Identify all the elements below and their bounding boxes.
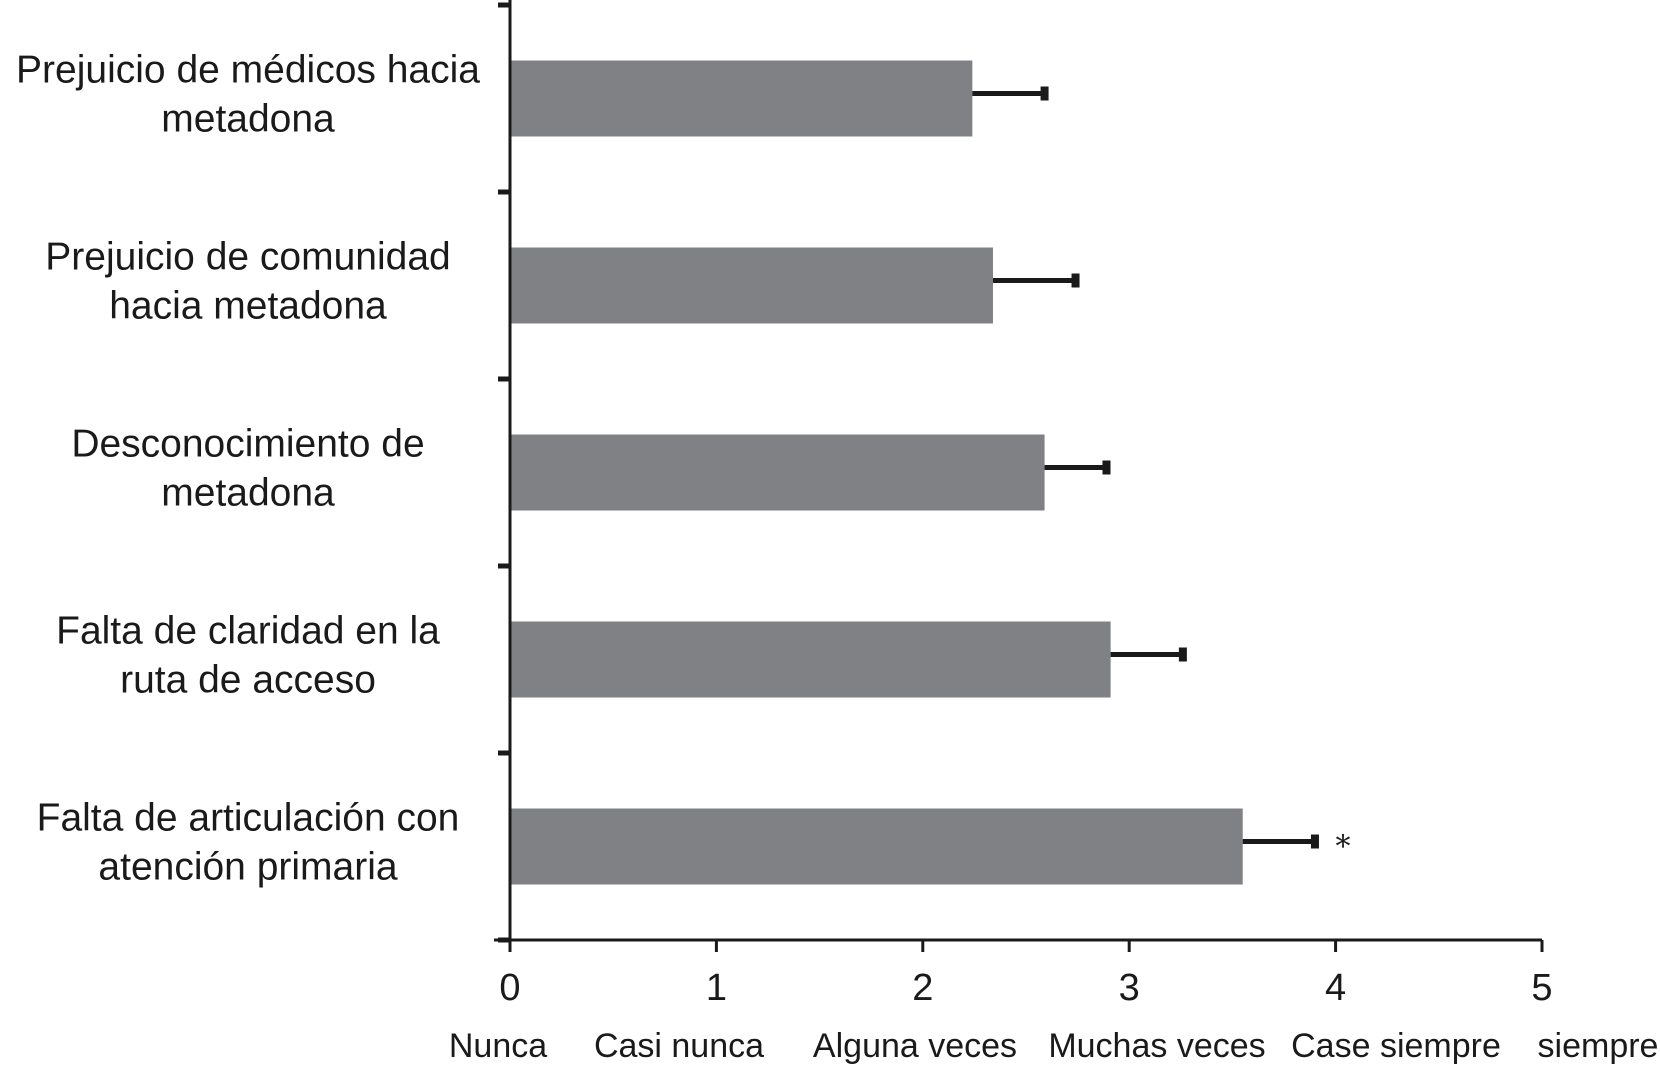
bar <box>510 247 993 324</box>
category-label: Desconocimiento de metadona <box>71 423 424 515</box>
category-label-line: Prejuicio de médicos hacia <box>16 49 480 92</box>
category-label: Prejuicio de comunidad hacia metadona <box>45 236 450 328</box>
bar <box>510 434 1045 511</box>
bar <box>510 60 973 137</box>
bar <box>510 621 1111 698</box>
x-scale-label: siempre <box>1538 1027 1659 1065</box>
x-scale-label: Nunca <box>449 1027 547 1065</box>
error-bar-cap <box>1310 834 1319 849</box>
error-bar-cap <box>1040 86 1049 101</box>
x-tick-label: 4 <box>1325 967 1346 1009</box>
axes-layer <box>494 0 1544 952</box>
bars-layer <box>510 60 1243 885</box>
error-bars-layer <box>972 86 1319 849</box>
x-tick-label: 0 <box>499 967 520 1009</box>
category-label-line: Prejuicio de comunidad <box>45 236 450 279</box>
x-scale-label: Alguna veces <box>813 1027 1017 1065</box>
x-scale-label: Casi nunca <box>594 1027 764 1065</box>
category-label-line: metadona <box>161 472 335 515</box>
category-label-line: metadona <box>161 98 335 141</box>
x-scale-label: Case siempre <box>1291 1027 1501 1065</box>
x-tick-label: 1 <box>706 967 727 1009</box>
bar <box>510 808 1243 885</box>
category-label-line: Falta de claridad en la <box>56 610 440 653</box>
x-tick-label: 3 <box>1119 967 1140 1009</box>
error-bar-cap <box>1178 647 1187 662</box>
category-label-line: ruta de acceso <box>120 659 376 702</box>
x-scale-label: Muchas veces <box>1048 1027 1265 1065</box>
error-bar-cap <box>1071 273 1080 288</box>
category-label-line: Falta de articulación con <box>37 797 460 840</box>
x-tick-label: 2 <box>912 967 933 1009</box>
significance-marker: * <box>1335 830 1350 865</box>
category-label-line: Desconocimiento de <box>71 423 424 466</box>
category-label: Prejuicio de médicos hacia metadona <box>16 49 480 141</box>
category-label-line: hacia metadona <box>109 285 387 328</box>
category-label: Falta de claridad en la ruta de acceso <box>56 610 440 702</box>
labels-layer: 0 1 2 3 4 5 Nunca Casi nunca Alguna veces Muchas … <box>16 49 1658 1066</box>
error-bar-cap <box>1102 460 1111 475</box>
x-tick-label: 5 <box>1531 967 1552 1009</box>
category-label-line: atención primaria <box>98 846 397 889</box>
category-label: Falta de articulación con atención primar… <box>37 797 460 889</box>
